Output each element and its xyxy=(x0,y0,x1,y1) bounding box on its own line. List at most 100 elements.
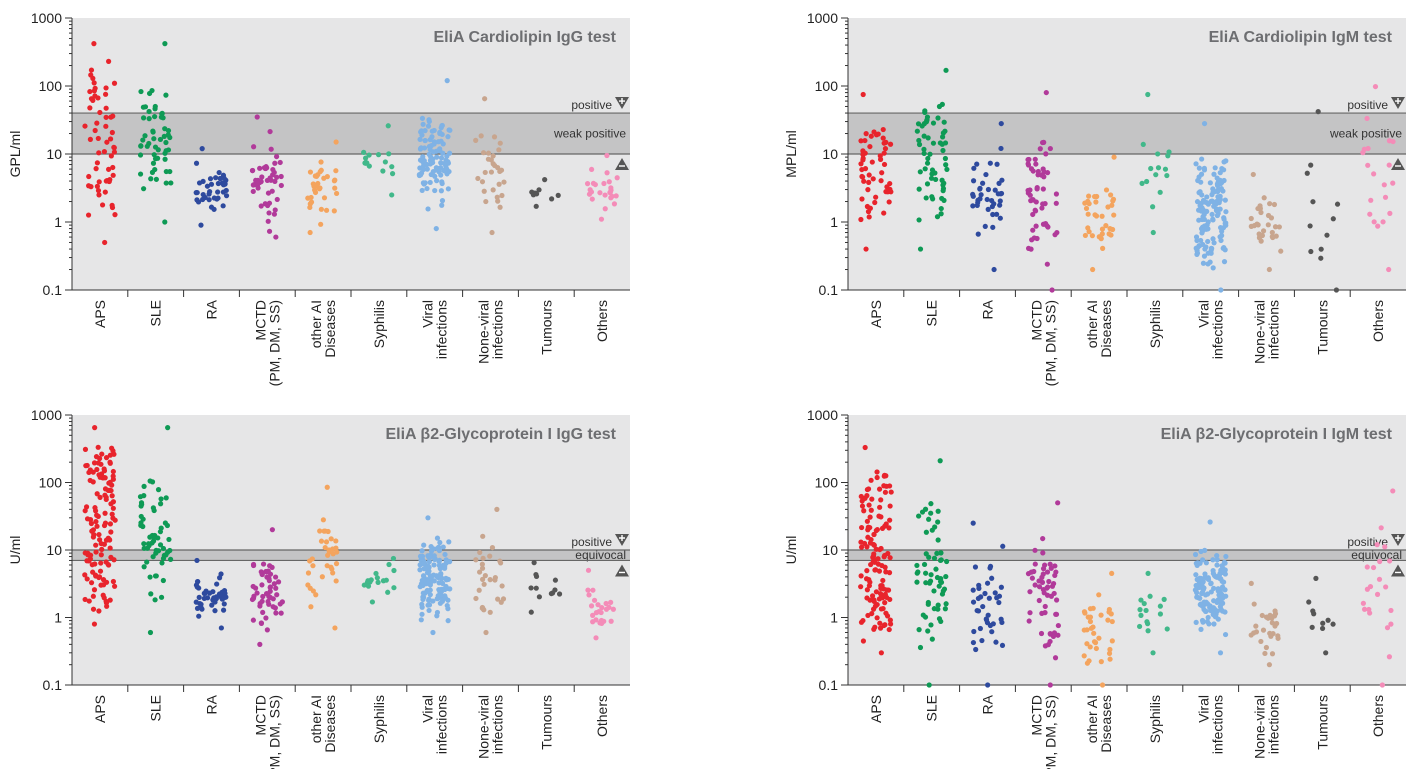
data-point xyxy=(1261,195,1267,201)
x-tick-label: Viralinfections xyxy=(1196,300,1226,359)
data-point xyxy=(93,166,99,172)
data-point xyxy=(866,214,872,220)
data-point xyxy=(863,131,869,137)
data-point xyxy=(426,143,433,150)
data-point xyxy=(873,527,879,534)
data-point xyxy=(501,179,507,185)
data-point xyxy=(589,166,595,173)
data-point xyxy=(249,596,256,603)
data-point xyxy=(165,425,171,431)
data-point xyxy=(82,446,89,452)
data-point xyxy=(943,162,949,168)
data-point xyxy=(1200,600,1206,607)
data-point xyxy=(1196,165,1202,171)
data-point xyxy=(1103,187,1110,193)
x-tick-label-line: None-viral xyxy=(476,300,492,364)
data-point xyxy=(1086,193,1092,199)
data-point xyxy=(312,189,319,196)
data-point xyxy=(433,225,439,232)
negative-up-arrow-icon xyxy=(615,564,629,577)
data-point xyxy=(1217,650,1224,656)
data-point xyxy=(494,506,500,512)
data-point xyxy=(427,587,433,593)
data-point xyxy=(1208,245,1214,251)
data-point xyxy=(874,474,880,481)
data-point xyxy=(438,188,444,194)
data-point xyxy=(315,172,321,178)
data-point xyxy=(152,166,158,173)
data-point xyxy=(1364,564,1370,570)
data-point xyxy=(1390,138,1396,145)
data-point xyxy=(1221,259,1228,265)
data-point xyxy=(1221,570,1227,576)
data-point xyxy=(495,596,501,602)
data-point xyxy=(431,127,437,134)
data-point xyxy=(92,127,98,134)
data-point xyxy=(866,172,872,178)
data-point xyxy=(163,92,169,98)
data-point xyxy=(999,642,1006,649)
data-point xyxy=(152,103,158,110)
data-point xyxy=(473,595,479,602)
data-point xyxy=(277,159,283,166)
data-point xyxy=(1040,550,1046,556)
data-point xyxy=(267,584,273,590)
data-point xyxy=(325,528,331,535)
data-point xyxy=(1046,578,1052,585)
data-point xyxy=(196,180,203,186)
data-point xyxy=(268,146,274,152)
data-point xyxy=(211,206,217,212)
data-point xyxy=(1248,632,1254,638)
data-point xyxy=(98,540,104,547)
data-point xyxy=(1109,638,1115,644)
data-point xyxy=(142,104,149,110)
data-point xyxy=(944,558,950,565)
x-tick-label-line: infections xyxy=(434,695,450,754)
data-point xyxy=(1377,558,1383,565)
data-point xyxy=(324,484,330,490)
data-point xyxy=(1371,219,1377,225)
data-point xyxy=(1360,600,1366,606)
x-tick-label: None-viralinfections xyxy=(476,300,506,364)
data-point xyxy=(141,483,147,489)
data-point xyxy=(196,613,202,619)
data-point xyxy=(1195,595,1201,601)
data-point xyxy=(1330,216,1336,222)
x-tick-label-line: infections xyxy=(1210,300,1226,359)
data-point xyxy=(82,123,88,129)
data-point xyxy=(1027,589,1033,595)
data-point xyxy=(162,219,168,225)
data-point xyxy=(921,121,927,127)
plus-sign-icon xyxy=(619,98,625,105)
y-tick-label: 0.1 xyxy=(43,282,63,298)
data-point xyxy=(1223,209,1229,215)
data-point xyxy=(152,144,159,150)
data-point xyxy=(984,196,990,203)
data-point xyxy=(883,139,889,145)
data-point xyxy=(138,143,144,149)
data-point xyxy=(1265,222,1271,228)
data-point xyxy=(220,203,226,209)
data-point xyxy=(87,88,93,95)
data-point xyxy=(109,511,115,517)
x-tick-label: APS xyxy=(868,695,884,723)
data-point xyxy=(1150,650,1156,656)
data-point xyxy=(330,546,336,552)
data-point xyxy=(92,85,98,91)
data-point xyxy=(90,469,96,475)
data-point xyxy=(254,114,260,120)
data-point xyxy=(479,576,486,582)
data-point xyxy=(611,201,618,207)
data-point xyxy=(878,585,884,592)
data-point xyxy=(940,147,946,154)
data-point xyxy=(98,552,104,558)
data-point xyxy=(87,105,93,111)
x-tick-label-line: Viral xyxy=(420,695,436,723)
data-point xyxy=(152,113,158,120)
data-point xyxy=(1164,626,1170,632)
data-point xyxy=(1214,553,1220,559)
data-point xyxy=(942,128,948,134)
data-point xyxy=(168,556,174,562)
data-point xyxy=(369,599,375,605)
data-point xyxy=(993,639,999,645)
